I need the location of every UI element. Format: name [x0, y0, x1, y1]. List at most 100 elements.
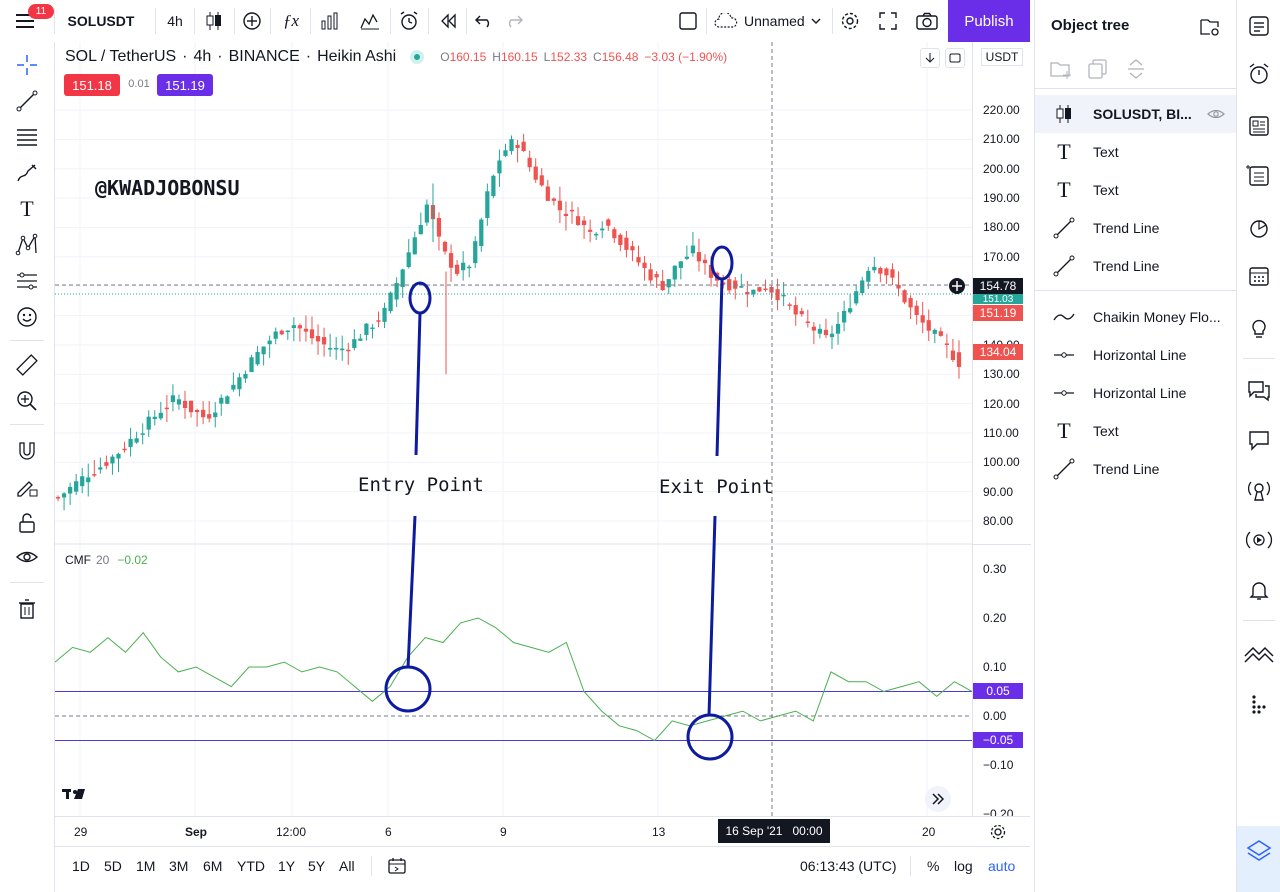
watchlist-button[interactable] [1243, 10, 1275, 42]
new-group-button[interactable] [1049, 58, 1073, 85]
range-5y[interactable]: 5Y [308, 858, 326, 874]
messages-button[interactable] [1243, 424, 1275, 456]
range-1m[interactable]: 1M [136, 858, 156, 874]
streams-button[interactable] [1243, 474, 1275, 506]
prediction-tool[interactable] [12, 266, 42, 296]
log-scale-toggle[interactable]: log [954, 858, 973, 874]
legend-title[interactable]: SOL / TetherUS [65, 48, 177, 65]
range-5d[interactable]: 5D [104, 858, 122, 874]
range-3m[interactable]: 3M [169, 858, 189, 874]
stay-drawing-tool[interactable] [12, 472, 42, 502]
alerts-button[interactable] [1243, 58, 1275, 90]
tree-item-horizontal-line[interactable]: Horizontal Line [1035, 336, 1236, 374]
data-window-button[interactable] [1243, 160, 1275, 192]
templates-button[interactable] [356, 0, 384, 42]
eye-icon[interactable] [1207, 107, 1225, 121]
settings-button[interactable] [836, 0, 864, 42]
entry-point-label[interactable]: Entry Point [358, 474, 484, 496]
menu-button[interactable] [8, 0, 44, 42]
compare-button[interactable] [238, 0, 266, 42]
candle-body [128, 438, 133, 447]
dom-button[interactable] [1243, 688, 1275, 720]
fib-tool[interactable] [12, 122, 42, 152]
notifications-button[interactable] [1243, 574, 1275, 606]
add-alert-button[interactable] [947, 276, 969, 296]
tree-item-trend-line[interactable]: Trend Line [1035, 247, 1236, 285]
range-1d[interactable]: 1D [72, 858, 90, 874]
text-tool[interactable]: T [12, 194, 42, 224]
tree-item-text[interactable]: T Text [1035, 171, 1236, 209]
object-tree-settings-button[interactable] [1199, 16, 1221, 43]
currency-label[interactable]: USDT [981, 48, 1023, 66]
undo-button[interactable] [470, 0, 498, 42]
replay-button[interactable] [434, 0, 462, 42]
symbol-search[interactable]: SOLUSDT [67, 13, 135, 29]
exit-price-circle [710, 245, 734, 281]
remove-drawings-tool[interactable] [12, 594, 42, 624]
trading-panel-button[interactable] [1243, 638, 1275, 670]
broadcast-button[interactable] [1243, 524, 1275, 556]
candle-body [158, 412, 163, 419]
brush-tool[interactable] [12, 158, 42, 188]
scroll-to-realtime-button[interactable] [925, 786, 951, 812]
range-1y[interactable]: 1Y [278, 858, 296, 874]
hide-drawings-tool[interactable] [12, 542, 42, 572]
ask-price-badge: 151.19 [973, 305, 1023, 321]
clone-button[interactable] [1087, 58, 1109, 85]
auto-scale-toggle[interactable]: auto [988, 858, 1016, 874]
news-button[interactable] [1243, 110, 1275, 142]
tradingview-logo[interactable] [61, 784, 95, 806]
sell-button[interactable]: 151.18 [64, 74, 120, 96]
candles-icon [206, 12, 221, 30]
tree-item-trend-line[interactable]: Trend Line [1035, 209, 1236, 247]
crosshair-tool[interactable] [12, 50, 42, 80]
time-axis[interactable]: 29 Sep 12:00 6 9 13 16 Sep '21 00:00 20 [55, 816, 1030, 847]
pattern-tool[interactable] [12, 230, 42, 260]
range-all[interactable]: All [339, 858, 355, 874]
tree-item-indicator[interactable]: Chaikin Money Flo... [1035, 298, 1236, 336]
tree-item-trend-line[interactable]: Trend Line [1035, 450, 1236, 488]
scale-settings-button[interactable] [989, 823, 1007, 846]
fullscreen-button[interactable] [874, 0, 902, 42]
maximize-pane-button[interactable] [945, 48, 965, 68]
exit-point-label[interactable]: Exit Point [659, 476, 774, 498]
hotlists-button[interactable] [1243, 212, 1275, 244]
chart-canvas[interactable] [55, 42, 972, 816]
indicators-button[interactable]: ƒx [276, 0, 306, 42]
ideas-button[interactable] [1243, 312, 1275, 344]
tree-item-horizontal-line[interactable]: Horizontal Line [1035, 374, 1236, 412]
move-layer-button[interactable] [1125, 58, 1147, 85]
range-ytd[interactable]: YTD [237, 858, 265, 874]
redo-button[interactable] [500, 0, 528, 42]
percent-scale-toggle[interactable]: % [927, 858, 940, 874]
chats-button[interactable] [1243, 374, 1275, 406]
trend-line-icon [16, 90, 38, 112]
calendar-button[interactable] [1243, 260, 1275, 292]
snapshot-button[interactable] [912, 0, 942, 42]
save-layout-button[interactable]: Unnamed [714, 0, 830, 42]
chart-type-button[interactable] [200, 0, 228, 42]
financials-button[interactable] [316, 0, 344, 42]
publish-button[interactable]: Publish [948, 0, 1030, 42]
object-tree-toggle[interactable] [1237, 826, 1280, 892]
tree-item-text[interactable]: T Text [1035, 412, 1236, 450]
magnet-tool[interactable] [12, 436, 42, 466]
icons-tool[interactable] [12, 302, 42, 332]
price-scale[interactable]: USDT 220.00 210.00 200.00 190.00 180.00 170.0… [949, 42, 1031, 821]
collapse-pane-button[interactable] [920, 48, 940, 68]
utc-clock[interactable]: 06:13:43 (UTC) [800, 858, 897, 874]
indicator-legend[interactable]: CMF 20 −0.02 [65, 553, 148, 567]
zoom-tool[interactable] [12, 386, 42, 416]
interval-button[interactable]: 4h [167, 13, 183, 29]
tree-item-text[interactable]: T Text [1035, 133, 1236, 171]
measure-tool[interactable] [12, 350, 42, 380]
layout-select-button[interactable] [674, 0, 702, 42]
trend-line-tool[interactable] [12, 86, 42, 116]
chart-pane[interactable]: SOL / TetherUS · 4h · BINANCE · Heikin A… [55, 42, 972, 816]
alert-button[interactable] [394, 0, 424, 42]
range-6m[interactable]: 6M [203, 858, 223, 874]
tree-item-main-series[interactable]: SOLUSDT, BI... [1035, 95, 1236, 133]
buy-button[interactable]: 151.19 [157, 74, 213, 96]
goto-date-button[interactable] [387, 857, 407, 880]
lock-drawings-tool[interactable] [12, 508, 42, 538]
